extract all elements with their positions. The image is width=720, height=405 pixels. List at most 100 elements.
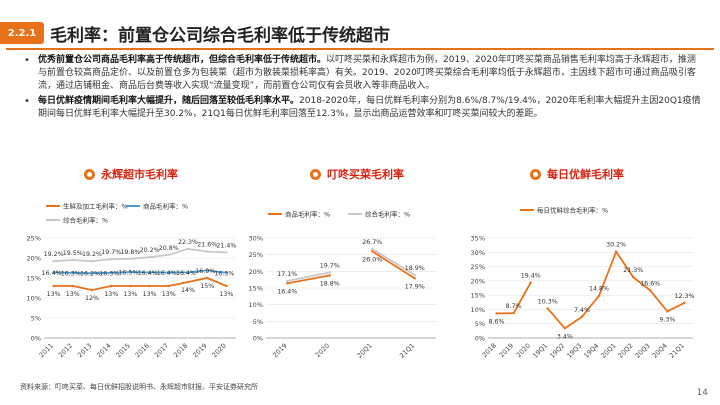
y-tick-label: 35% bbox=[471, 235, 485, 243]
data-point bbox=[90, 260, 94, 263]
bullet-text: 2018-2020年，每日优鲜毛利率分别为8.6%/8.7%/19.4%，202… bbox=[38, 96, 701, 119]
legend-label: 综合毛利率：% bbox=[63, 216, 108, 225]
legend-label: 综合毛利率：% bbox=[365, 210, 410, 219]
data-label: 19.2% bbox=[82, 251, 102, 258]
x-tick-label: 2014 bbox=[95, 342, 112, 359]
y-tick-label: 25% bbox=[471, 263, 485, 271]
x-tick-label: 2015 bbox=[114, 342, 131, 359]
chart-heading-label: 永辉超市毛利率 bbox=[101, 168, 178, 181]
data-label: 19.8% bbox=[120, 249, 140, 256]
data-point bbox=[413, 277, 416, 280]
y-tick-label: 20% bbox=[249, 268, 263, 276]
data-label: 16.4% bbox=[138, 270, 158, 277]
data-label: 7.4% bbox=[574, 307, 590, 314]
x-tick-label: 2013 bbox=[76, 342, 93, 359]
y-tick-label: 0% bbox=[475, 335, 485, 343]
bullet-lead: 优秀前置仓公司商品毛利率高于传统超市，但综合毛利率低于传统超市。 bbox=[38, 55, 327, 65]
x-tick-label: 20Q3 bbox=[634, 342, 652, 360]
x-tick-label: 20Q1 bbox=[599, 342, 617, 360]
bullet-item: • 优秀前置仓公司商品毛利率高于传统超市，但综合毛利率低于传统超市。以叮咚买菜和… bbox=[24, 54, 704, 93]
data-label: 16.4% bbox=[176, 270, 196, 277]
data-point bbox=[110, 258, 113, 261]
data-point bbox=[225, 251, 228, 254]
x-tick-label: 2016 bbox=[134, 342, 151, 359]
series-line bbox=[287, 274, 330, 285]
data-point bbox=[225, 271, 228, 274]
data-point bbox=[328, 274, 331, 277]
data-point bbox=[110, 271, 113, 274]
data-label: 17.1% bbox=[277, 271, 297, 278]
y-tick-label: 15% bbox=[471, 292, 485, 300]
bullet-dot-icon: • bbox=[24, 55, 30, 66]
data-point bbox=[52, 260, 55, 263]
data-point bbox=[328, 271, 331, 274]
y-tick-label: 10% bbox=[249, 301, 263, 309]
data-label: 12.3% bbox=[674, 293, 694, 300]
data-point bbox=[495, 312, 498, 315]
chart-heading-label: 每日优鲜毛利率 bbox=[547, 168, 624, 181]
data-point bbox=[225, 284, 228, 288]
chart-heading-label: 叮咚买菜毛利率 bbox=[327, 168, 404, 181]
data-label: 16.6% bbox=[640, 281, 660, 288]
data-point bbox=[167, 253, 170, 256]
y-tick-label: 20% bbox=[471, 277, 485, 285]
data-label: 19.2% bbox=[44, 251, 64, 258]
data-point bbox=[71, 258, 74, 262]
data-label: 16.9% bbox=[195, 268, 215, 275]
data-label: 21.6% bbox=[197, 242, 217, 249]
y-tick-label: 0% bbox=[253, 335, 263, 343]
data-label: 17.9% bbox=[405, 283, 425, 290]
x-tick-label: 20Q4 bbox=[651, 342, 669, 360]
data-point bbox=[71, 284, 74, 288]
x-tick-label: 2019 bbox=[498, 342, 515, 359]
title-bar: 2.2.1 毛利率：前置仓公司综合毛利率低于传统超市 bbox=[0, 20, 390, 46]
bullet-list: • 优秀前置仓公司商品毛利率高于传统超市，但综合毛利率低于传统超市。以叮咚买菜和… bbox=[24, 54, 704, 123]
data-point bbox=[167, 284, 170, 288]
data-label: 15% bbox=[200, 283, 214, 290]
data-label: 16.3% bbox=[61, 270, 81, 277]
x-tick-label: 19Q4 bbox=[582, 342, 600, 360]
data-label: 13% bbox=[47, 291, 61, 298]
y-tick-label: 5% bbox=[253, 318, 263, 326]
data-label: 13% bbox=[162, 291, 176, 298]
data-label: 16.3% bbox=[214, 270, 234, 277]
y-tick-label: 20% bbox=[27, 255, 41, 263]
data-point bbox=[563, 327, 567, 330]
chart-missfresh: 0%5%10%15%20%25%30%35%2018 2019 2020 19Q1 19… bbox=[471, 206, 695, 360]
data-point bbox=[129, 270, 132, 274]
data-point bbox=[186, 247, 190, 250]
data-label: 19.7% bbox=[101, 249, 121, 256]
ring-icon bbox=[310, 168, 321, 180]
data-point bbox=[413, 273, 416, 277]
y-tick-label: 0% bbox=[31, 335, 41, 343]
data-label: 14% bbox=[181, 287, 195, 294]
y-tick-label: 5% bbox=[475, 320, 485, 328]
bullet-lead: 每日优鲜疫情期间毛利率大幅提升，随后回落至较低毛利率水平。 bbox=[38, 96, 300, 106]
x-tick-label: 2020 bbox=[515, 342, 532, 359]
data-point bbox=[649, 289, 652, 292]
data-label: 19.5% bbox=[63, 250, 83, 257]
y-tick-label: 10% bbox=[471, 306, 485, 314]
data-point bbox=[90, 288, 94, 292]
data-label: 18.9% bbox=[405, 265, 425, 272]
x-tick-label: 2019 bbox=[191, 342, 208, 359]
data-point bbox=[52, 284, 55, 288]
series-line bbox=[371, 248, 416, 276]
data-label: 13% bbox=[66, 291, 80, 298]
data-label: 16.4% bbox=[42, 270, 62, 277]
x-tick-label: 21Q1 bbox=[398, 342, 416, 360]
x-tick-label: 2018 bbox=[172, 342, 189, 359]
data-label: 13% bbox=[104, 291, 118, 298]
data-point bbox=[129, 257, 132, 260]
data-label: 8.7% bbox=[506, 303, 522, 310]
data-point bbox=[512, 311, 515, 315]
chart-heading-yonghui: 永辉超市毛利率 bbox=[84, 166, 178, 182]
y-tick-label: 15% bbox=[249, 285, 263, 293]
bullet-dot-icon: • bbox=[24, 96, 30, 107]
data-point bbox=[286, 279, 289, 283]
data-point bbox=[666, 310, 669, 313]
data-point bbox=[206, 276, 209, 280]
data-label: 20.2% bbox=[140, 247, 160, 254]
x-tick-label: 2019 bbox=[271, 342, 288, 359]
x-tick-label: 19Q2 bbox=[548, 342, 566, 360]
